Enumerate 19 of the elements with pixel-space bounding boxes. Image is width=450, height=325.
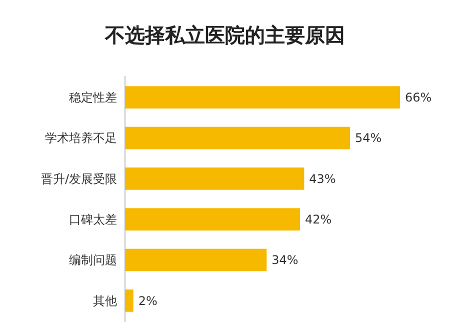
- y-tick-label: 稳定性差: [69, 90, 117, 105]
- data-label: 54%: [355, 131, 382, 146]
- bar: [125, 126, 350, 150]
- bar: [125, 248, 267, 272]
- y-tick-label: 编制问题: [69, 253, 117, 268]
- y-tick-label: 其他: [93, 294, 117, 308]
- y-tick-label: 晋升/发展受限: [40, 172, 117, 186]
- bar: [125, 289, 134, 312]
- data-label: 43%: [309, 172, 336, 186]
- bar: [125, 208, 300, 231]
- data-label: 42%: [305, 212, 332, 227]
- chart-title: 不选择私立医院的主要原因: [104, 23, 345, 47]
- bar: [125, 167, 304, 190]
- y-tick-label: 学术培养不足: [45, 131, 117, 146]
- data-label: 66%: [405, 90, 432, 105]
- bar: [125, 86, 400, 109]
- data-label: 2%: [138, 294, 158, 308]
- y-tick-label: 口碑太差: [69, 212, 117, 227]
- data-label: 34%: [272, 253, 298, 268]
